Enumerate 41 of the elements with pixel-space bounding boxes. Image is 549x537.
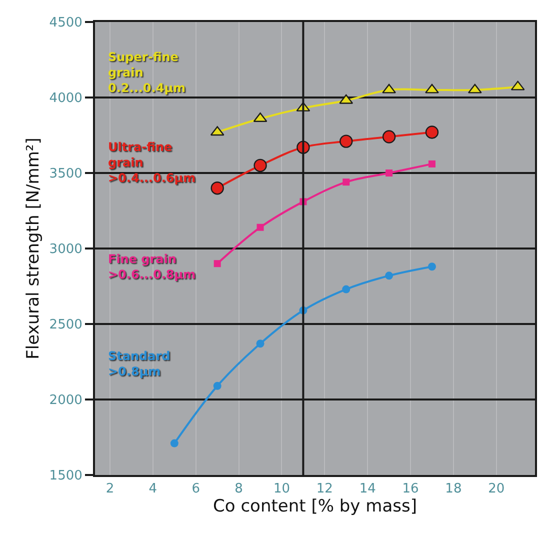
point [342,178,350,186]
x-tick-label: 18 [445,482,462,497]
point [210,182,224,195]
point [256,224,264,231]
point [170,439,178,448]
x-axis-title: Co content [% by mass] [213,496,417,517]
x-tick-label: 12 [316,482,333,497]
y-tick-label: 4500 [49,16,82,31]
x-tick-label: 14 [359,482,376,497]
x-tick-label: 6 [192,482,200,497]
text: Super-fine grain 0.2...0.4µm [108,50,186,96]
point [428,160,436,168]
point [385,272,394,280]
point [213,382,222,390]
point [254,158,267,172]
point [428,262,436,271]
series-label: Ultra-fine grain >0.4...0.6µm [108,140,196,186]
point [340,134,353,148]
x-tick-label: 16 [402,482,419,497]
y-tick-label: 3500 [49,166,82,182]
point [382,130,396,144]
point [342,285,350,294]
y-axis-title: Flexural strength [N/mm²] [23,138,44,360]
x-tick-label: 4 [148,482,158,497]
point [214,260,221,268]
point [386,170,393,176]
y-tick-label: 2000 [49,393,82,408]
x-tick-label: 8 [234,482,243,497]
y-tick-label: 3000 [49,242,82,258]
point [425,126,439,139]
x-tick-label: 20 [488,482,505,497]
text: Standard >0.8µm [108,349,170,379]
y-tick-label: 2500 [49,318,82,333]
x-tick-label: 10 [273,482,290,497]
point [425,84,439,94]
y-tick-label: 1500 [49,468,82,484]
point [256,340,264,348]
x-tick-label: 2 [106,482,114,497]
series-label: Fine grain >0.6...0.8µm [108,252,196,282]
point [382,84,396,94]
y-tick-label: 4000 [49,91,82,106]
